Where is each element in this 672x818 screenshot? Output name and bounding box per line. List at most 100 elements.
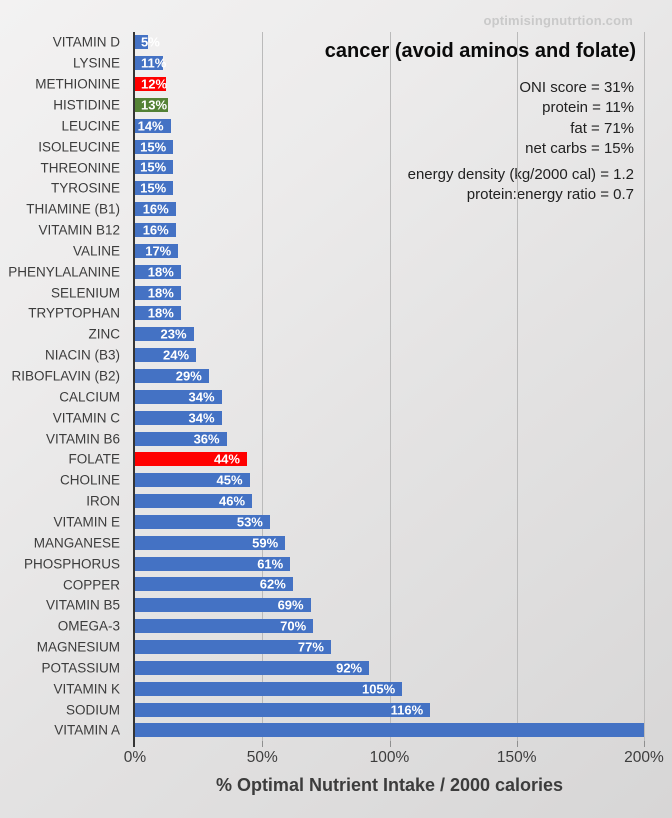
bar-omega-3: 70% — [135, 618, 314, 634]
bar-phosphorus: 61% — [135, 556, 291, 572]
bar-row: THREONINE 15% — [40, 157, 644, 178]
category-label: PHOSPHORUS — [23, 556, 120, 572]
axis-tick — [516, 741, 518, 747]
value-label: 61% — [257, 556, 284, 572]
bar-row: NIACIN (B3) 24% — [45, 345, 644, 366]
bar-row: POTASSIUM 92% — [41, 658, 644, 679]
value-label: 13% — [141, 97, 168, 113]
gridline — [516, 32, 518, 741]
value-label: 116% — [390, 702, 424, 718]
bar-histidine: 13% — [135, 97, 169, 113]
bar-vitamin-k: 105% — [135, 681, 403, 696]
bar-row: PHOSPHORUS 61% — [24, 553, 644, 574]
category-label: HISTIDINE — [53, 97, 120, 113]
bar-row: CALCIUM 34% — [59, 386, 644, 407]
bar-row: VITAMIN B12 16% — [38, 220, 644, 241]
category-label: ZINC — [88, 326, 121, 342]
value-label: 16% — [142, 201, 169, 217]
category-label: TYROSINE — [50, 180, 120, 196]
stat-line: protein:energy ratio = 0.7 — [466, 186, 634, 204]
category-label: MAGNESIUM — [36, 639, 120, 655]
bar-row: HISTIDINE 13% — [53, 95, 644, 116]
category-label: CHOLINE — [59, 472, 120, 488]
y-axis-line — [133, 32, 135, 747]
value-label: 34% — [188, 389, 215, 405]
bar-copper: 62% — [135, 577, 293, 592]
value-label: 77% — [297, 639, 324, 655]
value-label: 92% — [336, 660, 363, 676]
category-label: VITAMIN D — [52, 34, 120, 50]
bar-row: RIBOFLAVIN (B2) 29% — [11, 366, 644, 387]
category-label: MANGANESE — [33, 535, 120, 551]
bar-vitamin-b12: 16% — [135, 222, 176, 238]
value-label: 53% — [236, 514, 263, 530]
value-label: 18% — [147, 305, 174, 321]
bar-row: VITAMIN K 105% — [53, 678, 644, 699]
bar-riboflavin-b2-: 29% — [135, 368, 209, 384]
stat-line: ONI score = 31% — [519, 79, 634, 96]
value-label: 29% — [175, 368, 202, 384]
value-label: 46% — [219, 493, 246, 509]
category-label: THIAMINE (B1) — [26, 201, 120, 217]
value-label: 70% — [280, 618, 307, 634]
bar-vitamin-b6: 36% — [135, 431, 227, 446]
gridline — [389, 32, 391, 741]
category-label: VITAMIN B5 — [45, 597, 120, 613]
category-label: SODIUM — [66, 702, 120, 718]
category-label: FOLATE — [68, 451, 120, 467]
stat-line: energy density (kg/2000 cal) = 1.2 — [407, 166, 634, 183]
bar-phenylalanine: 18% — [135, 264, 181, 279]
category-label: RIBOFLAVIN (B2) — [11, 368, 120, 384]
bar-row: CHOLINE 45% — [60, 470, 644, 491]
category-label: TRYPTOPHAN — [28, 305, 120, 321]
value-label: 16% — [142, 222, 169, 238]
bar-folate: 44% — [135, 451, 247, 467]
bar-tryptophan: 18% — [135, 305, 181, 321]
value-label: 24% — [163, 347, 190, 363]
category-label: LEUCINE — [61, 118, 120, 134]
bar-choline: 45% — [135, 473, 250, 488]
x-tick-label: 0% — [123, 749, 147, 766]
value-label: 44% — [213, 451, 240, 467]
bar-methionine: 12% — [135, 77, 167, 92]
bar-threonine: 15% — [135, 159, 174, 175]
value-label: 34% — [188, 410, 215, 426]
value-label: 15% — [140, 139, 167, 155]
bar-row: MAGNESIUM 77% — [37, 637, 644, 658]
category-label: PHENYLALANINE — [8, 264, 120, 280]
category-label: VITAMIN E — [53, 514, 120, 530]
value-label: 11% — [141, 55, 167, 71]
value-label: 15% — [140, 159, 167, 175]
bar-row: TRYPTOPHAN 18% — [28, 303, 644, 324]
bar-vitamin-b5: 69% — [135, 598, 311, 613]
bar-selenium: 18% — [135, 285, 181, 301]
macro-stats-block: ONI score = 31% protein = 11% fat = 71% net… — [519, 78, 634, 159]
value-label: 18% — [147, 285, 174, 301]
bar-row: VITAMIN E 53% — [53, 512, 644, 533]
category-label: VITAMIN B12 — [38, 222, 120, 238]
bar-row: ISOLEUCINE 15% — [38, 136, 644, 157]
bar-row: TYROSINE 15% — [51, 178, 644, 199]
category-label: VITAMIN C — [52, 410, 120, 426]
bar-row: ZINC 23% — [89, 324, 644, 345]
category-label: SELENIUM — [50, 285, 120, 301]
energy-stats-block: energy density (kg/2000 cal) = 1.2 protei… — [408, 165, 634, 206]
axis-tick — [262, 741, 264, 747]
category-label: POTASSIUM — [41, 660, 120, 676]
bar-valine: 17% — [135, 243, 179, 258]
bar-row: VITAMIN C 34% — [53, 407, 644, 428]
bar-vitamin-d: 5% — [135, 35, 160, 50]
bar-row: LEUCINE 14% — [61, 115, 644, 136]
bar-leucine: 14% — [135, 118, 171, 133]
category-label: VALINE — [72, 243, 120, 259]
category-label: METHIONINE — [35, 76, 120, 92]
plot-area: VITAMIN D 5% LYSINE 11% METHIONINE 12% HISTIDI… — [8, 32, 645, 747]
category-label: THREONINE — [40, 160, 120, 176]
axis-tick — [644, 741, 645, 747]
category-label: COPPER — [62, 577, 120, 593]
gridline — [644, 32, 645, 741]
chart-title: cancer (avoid aminos and folate) — [324, 40, 636, 62]
bar-niacin-b3-: 24% — [135, 347, 197, 363]
bar-vitamin-a — [135, 723, 644, 738]
